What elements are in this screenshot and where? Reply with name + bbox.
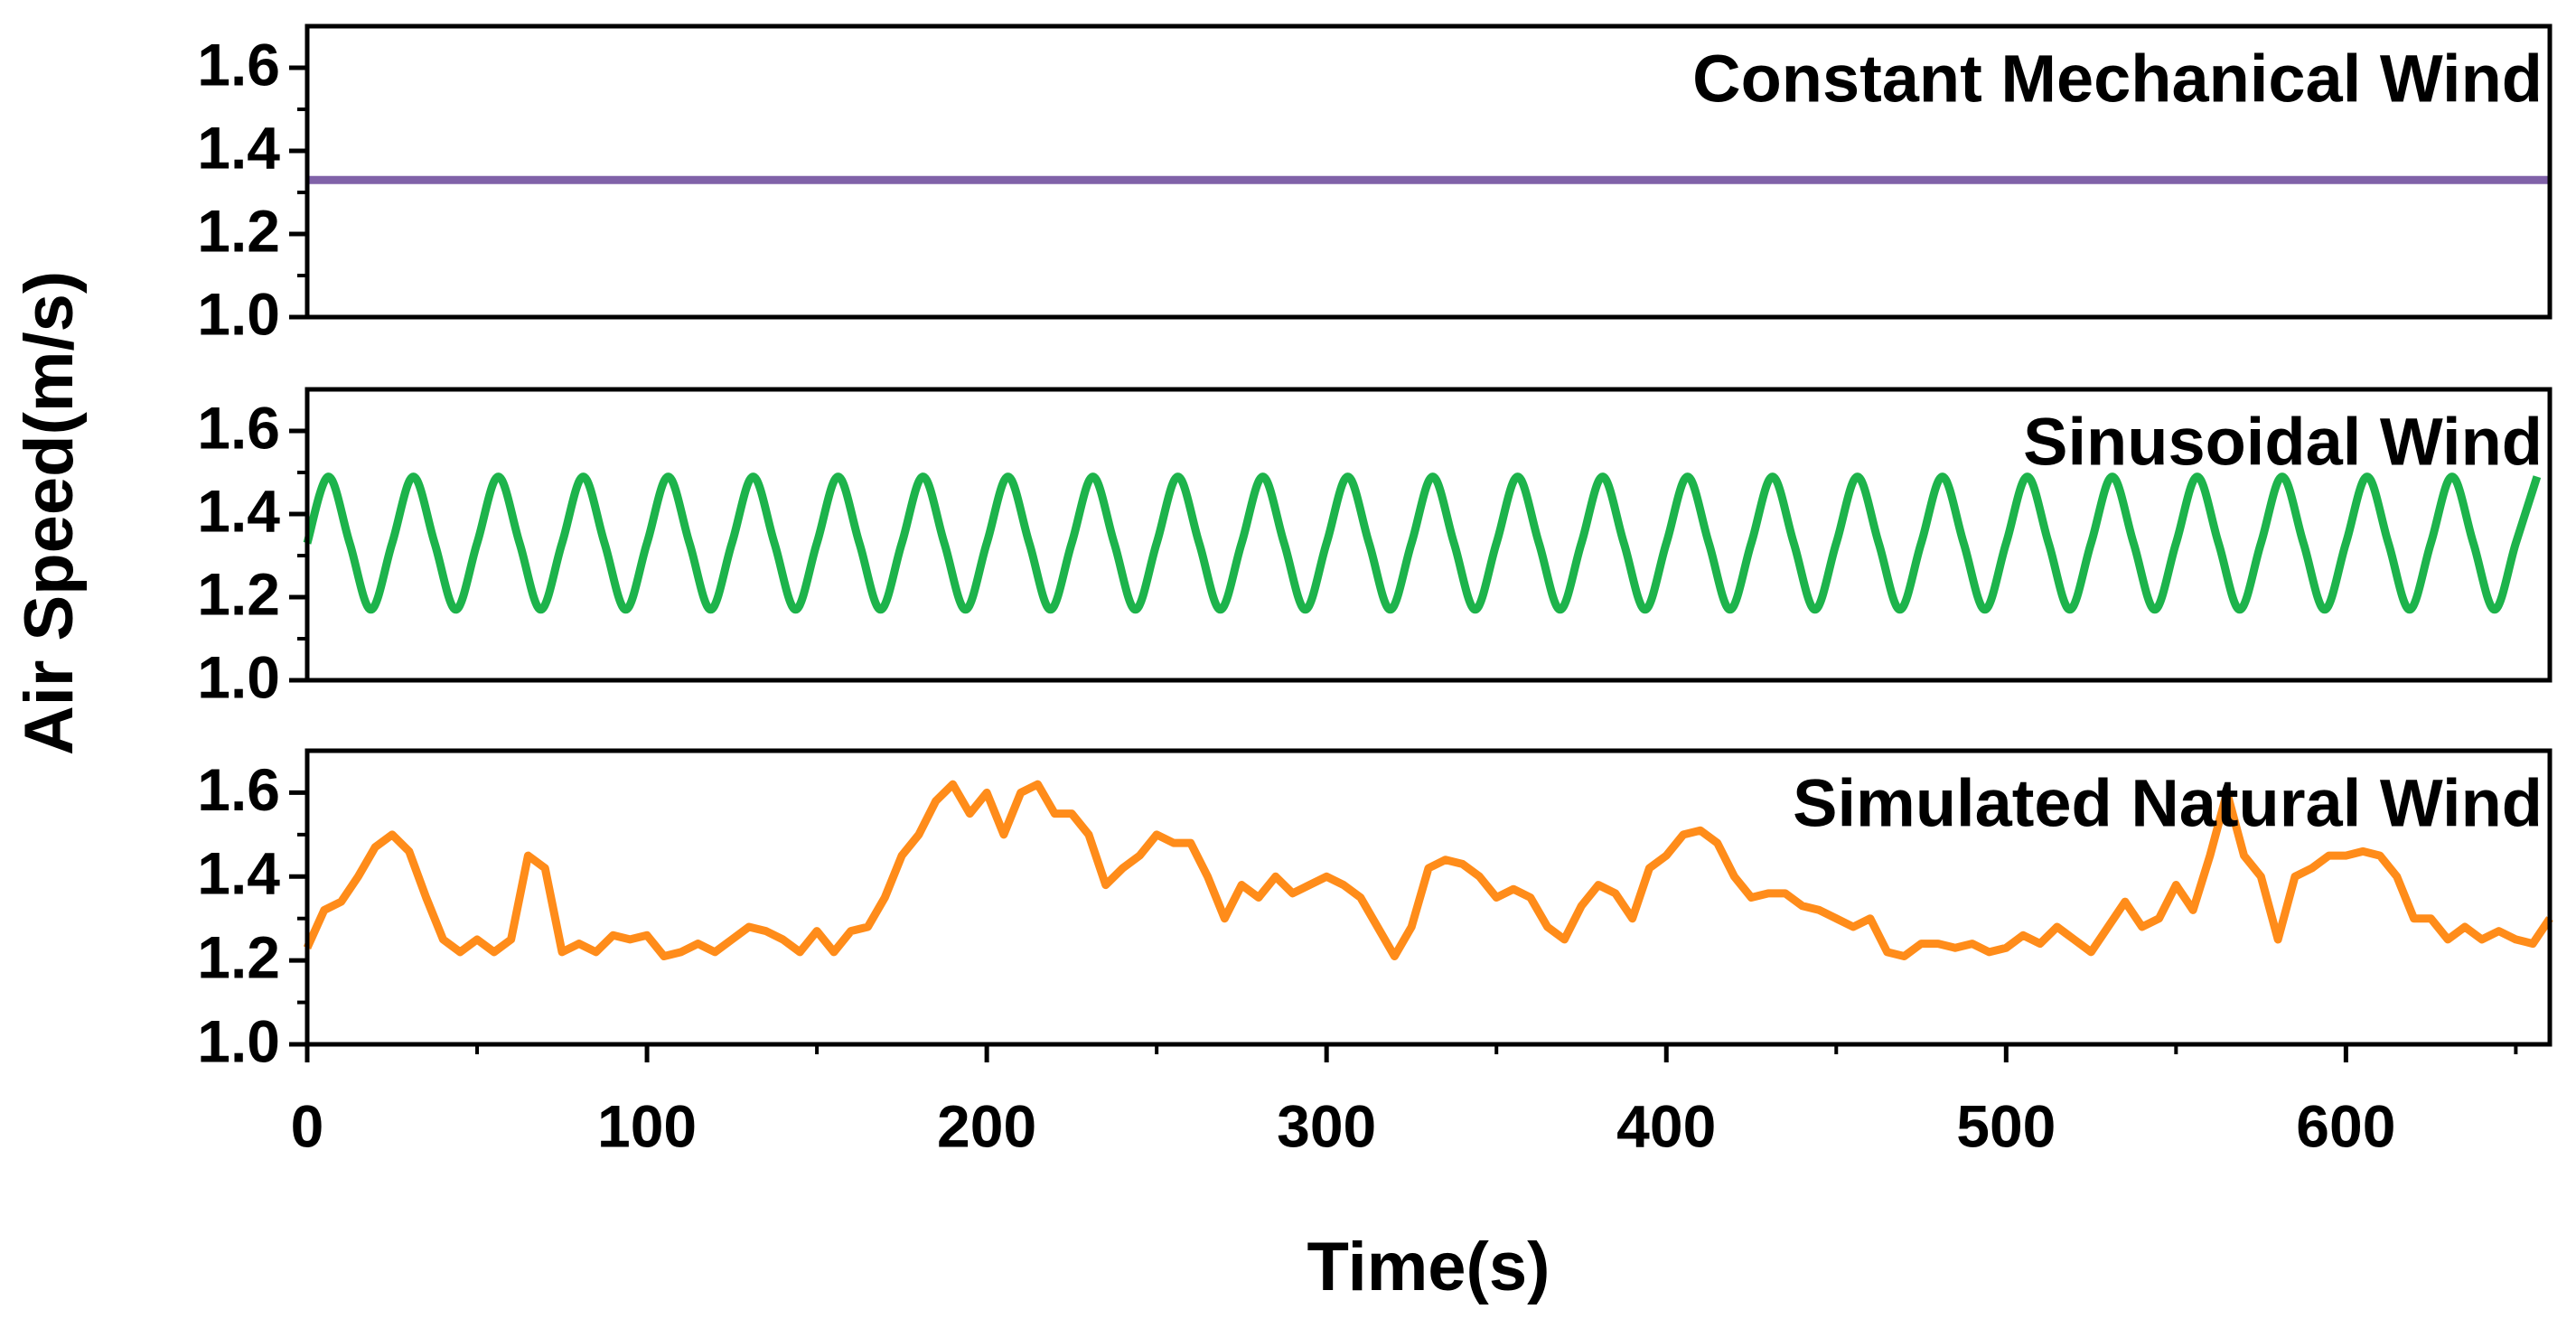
data-line	[303, 472, 2542, 614]
y-tick-label: 1.0	[197, 280, 280, 347]
x-tick-label: 400	[1616, 1092, 1716, 1159]
y-tick-label: 1.6	[197, 756, 280, 823]
x-tick-label: 300	[1277, 1092, 1376, 1159]
plot-frame	[304, 748, 2553, 1047]
x-tick-label: 200	[937, 1092, 1036, 1159]
y-axis-label: Air Speed(m/s)	[11, 271, 88, 755]
x-tick-label: 500	[1956, 1092, 2056, 1159]
panel-title: Simulated Natural Wind	[1793, 766, 2543, 841]
y-tick-label: 1.4	[197, 840, 280, 907]
x-tick-label: 600	[2296, 1092, 2395, 1159]
y-tick-label: 1.4	[197, 477, 280, 544]
data-line	[303, 780, 2553, 960]
y-tick-label: 1.2	[197, 197, 280, 264]
plot-frame	[304, 387, 2553, 683]
x-tick-label: 0	[291, 1092, 324, 1159]
panel-title: Constant Mechanical Wind	[1692, 42, 2543, 117]
plot-frame	[304, 23, 2553, 320]
x-tick-label: 100	[597, 1092, 697, 1159]
y-tick-label: 1.0	[197, 1007, 280, 1074]
panel-title: Sinusoidal Wind	[2023, 405, 2543, 480]
y-tick-label: 1.0	[197, 643, 280, 710]
y-tick-label: 1.6	[197, 31, 280, 98]
y-tick-label: 1.2	[197, 560, 280, 627]
y-tick-label: 1.4	[197, 114, 280, 181]
y-tick-label: 1.2	[197, 924, 280, 991]
y-tick-label: 1.6	[197, 394, 280, 461]
x-axis-label: Time(s)	[1307, 1229, 1550, 1305]
